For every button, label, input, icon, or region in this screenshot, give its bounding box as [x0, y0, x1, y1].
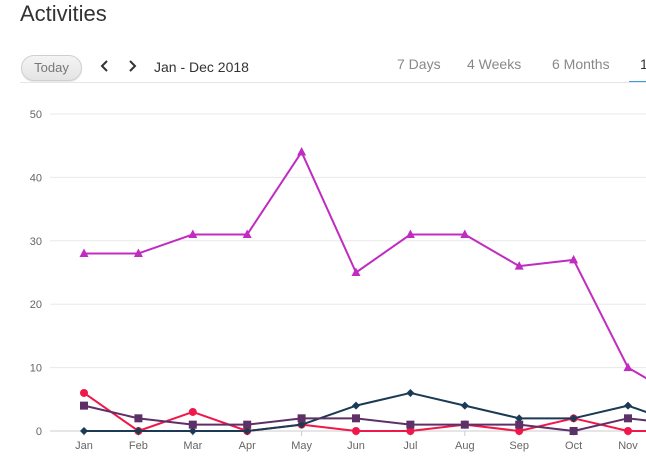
data-point	[297, 420, 306, 429]
y-tick-label: 40	[30, 172, 42, 184]
y-tick-label: 20	[30, 299, 42, 311]
data-point	[134, 414, 143, 423]
series-line-2	[84, 391, 646, 432]
data-point	[406, 420, 415, 429]
tab-4-weeks[interactable]: 4 Weeks	[467, 56, 522, 72]
date-toolbar: Today Jan - Dec 2018 7 Days 4 Weeks 6 Mo…	[0, 50, 646, 84]
x-tick-label: Jun	[347, 440, 365, 452]
data-point	[243, 427, 252, 435]
data-point	[515, 427, 524, 435]
x-tick-label: Jan	[75, 440, 93, 452]
data-point	[188, 420, 197, 429]
x-tick-label: Nov	[618, 440, 638, 452]
data-point	[80, 427, 88, 435]
chevron-left-icon[interactable]	[97, 57, 113, 75]
y-tick-label: 30	[30, 236, 42, 248]
data-point	[514, 261, 524, 270]
data-point	[406, 427, 415, 435]
x-tick-label: Oct	[565, 440, 582, 452]
x-tick-label: Jul	[403, 440, 417, 452]
chevron-right-icon[interactable]	[124, 57, 140, 75]
data-point	[406, 388, 415, 397]
date-range-label: Jan - Dec 2018	[154, 59, 249, 75]
data-point	[624, 414, 632, 423]
data-point	[188, 407, 197, 416]
tab-7-days[interactable]: 7 Days	[397, 56, 441, 72]
data-point	[460, 401, 469, 410]
data-point	[569, 427, 578, 435]
tab-6-months[interactable]: 6 Months	[552, 56, 610, 72]
data-point	[569, 254, 579, 264]
data-point	[515, 414, 524, 423]
x-tick-label: Feb	[129, 440, 148, 452]
data-point	[133, 248, 143, 257]
data-point	[624, 401, 632, 410]
data-point	[134, 427, 143, 435]
divider	[20, 82, 646, 83]
x-tick-label: May	[291, 440, 312, 452]
tab-1-year[interactable]: 1	[640, 56, 646, 72]
series-line-0	[84, 151, 646, 380]
today-button[interactable]: Today	[21, 55, 82, 81]
x-tick-label: Apr	[239, 440, 256, 452]
data-point	[80, 388, 88, 397]
data-point	[352, 414, 360, 423]
data-point	[80, 401, 88, 410]
data-point	[243, 420, 252, 429]
data-point	[623, 362, 633, 372]
data-point	[624, 427, 632, 435]
series-line-1	[83, 392, 646, 432]
y-tick-label: 50	[30, 109, 42, 121]
data-point	[352, 401, 360, 410]
data-point	[569, 414, 578, 423]
data-point	[188, 427, 197, 435]
data-point	[405, 229, 415, 238]
y-tick-label: 10	[30, 363, 42, 375]
x-tick-label: Mar	[183, 440, 202, 452]
data-point	[188, 229, 198, 238]
data-point	[460, 229, 470, 238]
data-point	[460, 420, 469, 429]
page-title: Activities	[20, 1, 107, 26]
series-line-3	[83, 404, 646, 432]
data-point	[297, 414, 306, 423]
y-tick-label: 0	[36, 426, 42, 438]
x-tick-label: Aug	[455, 440, 475, 452]
data-point	[352, 427, 360, 435]
data-point	[297, 147, 307, 156]
data-point	[515, 420, 524, 429]
data-point	[351, 267, 361, 276]
data-point	[242, 229, 252, 238]
data-point	[79, 248, 89, 257]
x-tick-label: Sep	[509, 440, 529, 452]
